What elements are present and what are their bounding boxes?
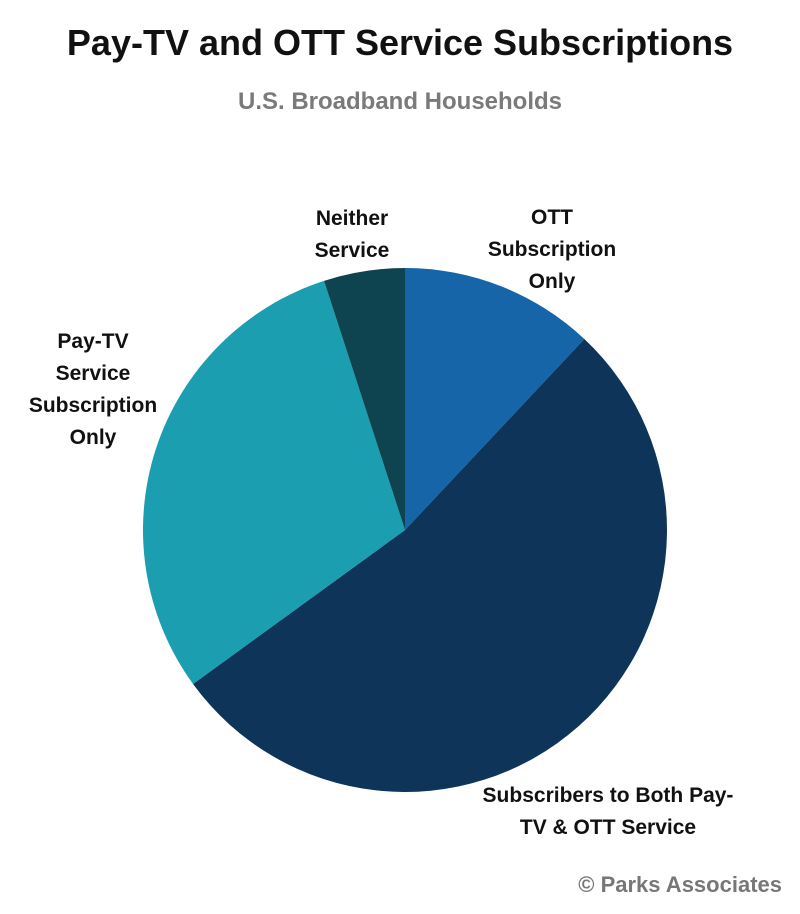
chart-subtitle: U.S. Broadband Households bbox=[237, 88, 563, 115]
source: © Parks Associates bbox=[578, 872, 782, 897]
slice-label: Subscribers to Both Pay-TV & OTT Service bbox=[482, 784, 734, 839]
pie-slice bbox=[143, 280, 406, 684]
chart-title: Pay-TV and OTT Service Subscriptions bbox=[66, 22, 734, 63]
pie-slice bbox=[405, 268, 585, 530]
pie-slice bbox=[193, 339, 668, 793]
pie-slice bbox=[324, 268, 405, 530]
slice-label: OTT Subscription Only bbox=[487, 206, 617, 293]
slice-label: Pay-TV Service Subscription Only bbox=[28, 330, 158, 449]
slice-label: Neither Service bbox=[314, 207, 390, 262]
